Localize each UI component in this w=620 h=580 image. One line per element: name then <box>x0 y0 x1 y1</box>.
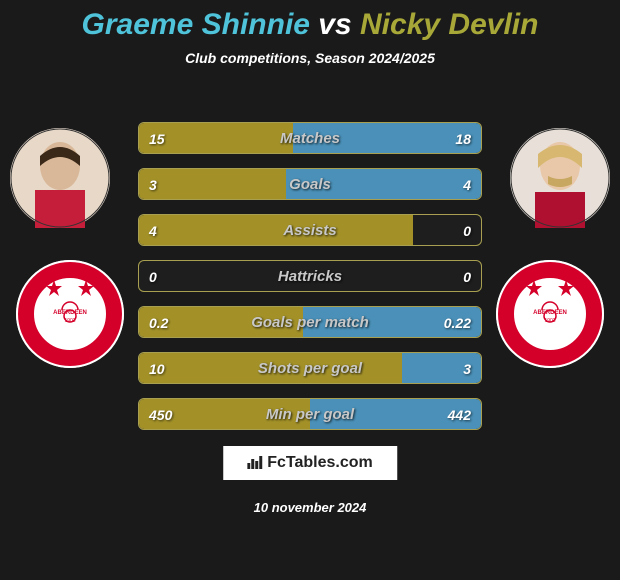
stat-value-right: 0.22 <box>444 307 471 338</box>
stat-value-left: 450 <box>149 399 172 430</box>
stat-row: Min per goal450 442 <box>138 398 482 430</box>
vs-text: vs <box>310 8 360 41</box>
stat-row: Shots per goal10 3 <box>138 352 482 384</box>
player1-avatar <box>10 128 110 228</box>
stat-value-right: 3 <box>463 353 471 384</box>
stat-row: Goals per match0.2 0.22 <box>138 306 482 338</box>
stat-label: Min per goal <box>139 399 481 430</box>
stat-value-right: 0 <box>463 261 471 292</box>
stat-row: Assists4 0 <box>138 214 482 246</box>
stat-value-right: 0 <box>463 215 471 246</box>
player2-name: Nicky Devlin <box>360 8 538 41</box>
stat-value-left: 3 <box>149 169 157 200</box>
stat-value-left: 15 <box>149 123 165 154</box>
stat-row: Hattricks0 0 <box>138 260 482 292</box>
player2-club-logo: ABERDEEN1903 <box>496 260 604 368</box>
stat-label: Goals per match <box>139 307 481 338</box>
stat-row: Goals3 4 <box>138 168 482 200</box>
stat-label: Matches <box>139 123 481 154</box>
subtitle: Club competitions, Season 2024/2025 <box>0 50 620 66</box>
stat-value-left: 0 <box>149 261 157 292</box>
page-title: Graeme Shinnie vs Nicky Devlin <box>0 0 620 42</box>
stat-label: Assists <box>139 215 481 246</box>
player2-avatar <box>510 128 610 228</box>
stat-row: Matches15 18 <box>138 122 482 154</box>
comparison-bars: Matches1518Goals34Assists40Hattricks00Go… <box>138 122 482 444</box>
stat-value-right: 18 <box>455 123 471 154</box>
brand-text: FcTables.com <box>267 454 373 471</box>
player1-name: Graeme Shinnie <box>82 8 310 41</box>
svg-text:ABERDEEN: ABERDEEN <box>53 310 87 316</box>
stat-value-right: 4 <box>463 169 471 200</box>
stat-label: Goals <box>139 169 481 200</box>
stat-label: Shots per goal <box>139 353 481 384</box>
player1-club-logo: ABERDEEN1903 <box>16 260 124 368</box>
stat-label: Hattricks <box>139 261 481 292</box>
stat-value-left: 0.2 <box>149 307 168 338</box>
stat-value-right: 442 <box>448 399 471 430</box>
brand-badge: FcTables.com <box>223 446 397 480</box>
stat-value-left: 4 <box>149 215 157 246</box>
svg-text:ABERDEEN: ABERDEEN <box>533 310 567 316</box>
stat-value-left: 10 <box>149 353 165 384</box>
date-text: 10 november 2024 <box>0 500 620 515</box>
